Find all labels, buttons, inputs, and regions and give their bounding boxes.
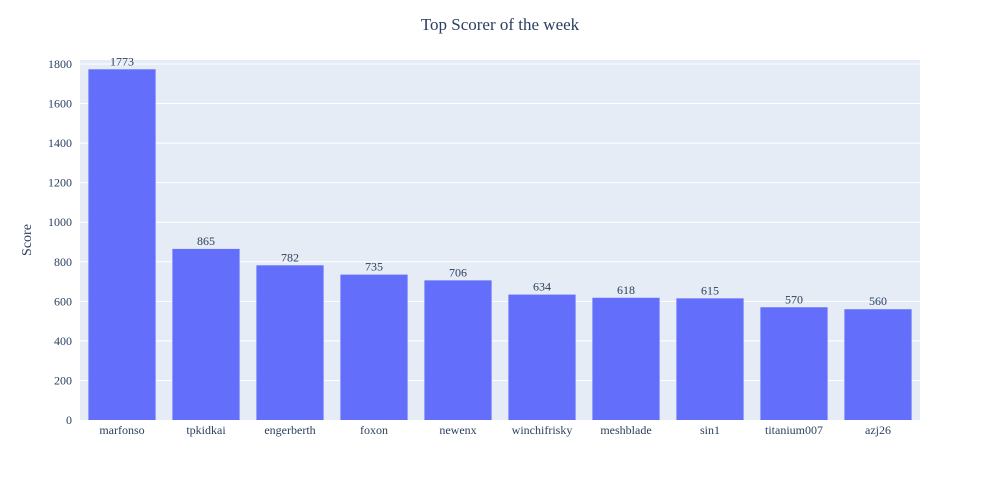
y-tick-label: 400 — [54, 334, 72, 348]
x-tick-label: titanium007 — [765, 423, 823, 437]
y-tick-label: 1000 — [48, 215, 72, 229]
data-label: 560 — [869, 294, 887, 308]
bar — [676, 298, 744, 420]
y-tick-label: 1800 — [48, 57, 72, 71]
bar — [88, 69, 156, 421]
x-tick-label: tpkidkai — [186, 423, 226, 437]
data-label: 570 — [785, 292, 803, 306]
y-axis-title: Score — [20, 224, 35, 256]
data-label: 1773 — [110, 54, 134, 68]
data-label: 706 — [449, 265, 467, 279]
bar — [424, 280, 492, 420]
data-label: 634 — [533, 280, 551, 294]
x-axis-ticks: marfonso tpkidkai engerberth foxon newenx win… — [99, 423, 891, 437]
x-tick-label: winchifrisky — [512, 423, 573, 437]
data-label: 865 — [197, 234, 215, 248]
bar — [592, 297, 660, 420]
x-tick-label: sin1 — [700, 423, 720, 437]
data-label: 615 — [701, 283, 719, 297]
x-tick-label: engerberth — [264, 423, 315, 437]
x-tick-label: newenx — [439, 423, 476, 437]
bar — [172, 248, 240, 420]
y-tick-label: 1600 — [48, 97, 72, 111]
y-tick-label: 800 — [54, 255, 72, 269]
data-label: 782 — [281, 250, 299, 264]
x-tick-label: azj26 — [865, 423, 891, 437]
bar — [844, 309, 912, 420]
x-tick-label: foxon — [360, 423, 388, 437]
y-tick-label: 1200 — [48, 176, 72, 190]
bar — [760, 307, 828, 420]
x-tick-label: meshblade — [600, 423, 651, 437]
bar — [340, 274, 408, 420]
x-tick-label: marfonso — [99, 423, 144, 437]
chart-title: Top Scorer of the week — [421, 15, 580, 34]
data-label: 618 — [617, 283, 635, 297]
y-tick-label: 1400 — [48, 136, 72, 150]
bar — [508, 294, 576, 420]
y-tick-label: 200 — [54, 373, 72, 387]
data-label: 735 — [365, 260, 383, 274]
data-labels: 1773 865 782 735 706 634 618 615 570 560 — [110, 54, 887, 308]
bar — [256, 265, 324, 420]
bars — [88, 69, 912, 421]
y-axis-ticks: 0 200 400 600 800 1000 1200 1400 1600 1800 — [48, 57, 72, 427]
y-tick-label: 0 — [66, 413, 72, 427]
y-tick-label: 600 — [54, 294, 72, 308]
